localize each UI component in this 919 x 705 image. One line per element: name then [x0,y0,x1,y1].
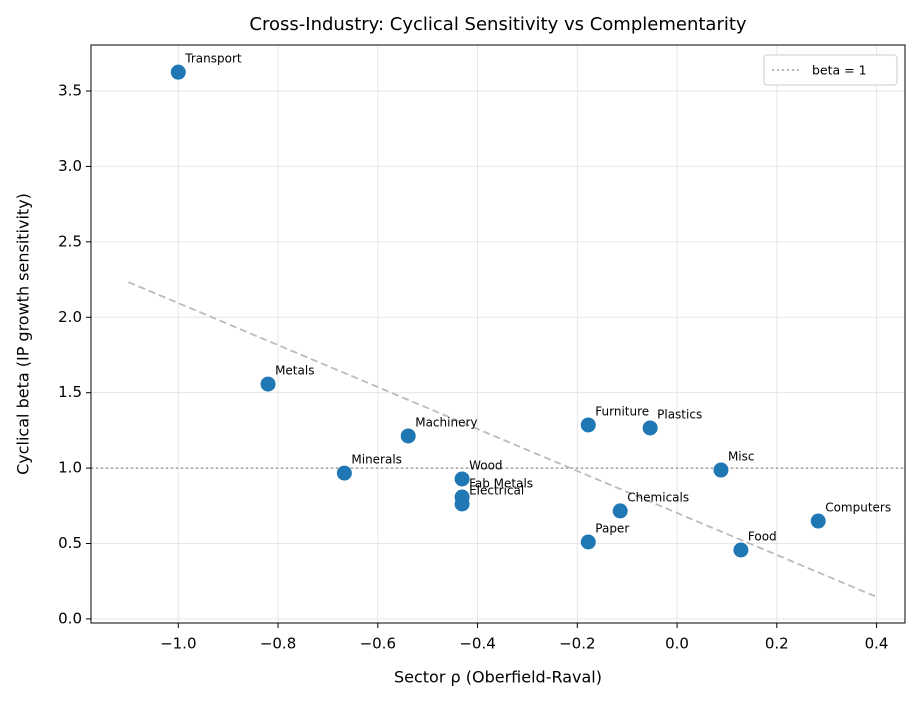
point-label: Food [748,529,777,543]
point-label: Metals [275,364,314,378]
point-label: Electrical [469,483,524,497]
x-tick-label: −0.8 [260,635,296,653]
point [170,64,186,80]
chart-title: Cross-Industry: Cyclical Sensitivity vs … [249,14,746,35]
y-tick-label: 0.0 [58,609,82,627]
y-axis-label: Cyclical beta (IP growth sensitivity) [14,193,33,475]
point [642,420,658,436]
point [612,503,628,519]
point [454,471,470,487]
point-label: Misc [728,450,755,464]
point-label: Paper [595,522,629,536]
point [260,376,276,392]
x-tick-label: −0.4 [459,635,495,653]
point-label: Transport [184,52,242,66]
axes-frame [90,44,906,624]
legend-box [763,54,898,86]
y-tick-label: 1.0 [58,459,82,477]
point [454,496,470,512]
y-tick-label: 2.0 [58,308,82,326]
point [733,542,749,558]
point-label: Chemicals [627,490,689,504]
point-label: Plastics [657,407,702,421]
point-label: Furniture [595,404,649,418]
trend-line [128,281,877,598]
point-label: Fab Metals [469,477,533,491]
y-tick-label: 3.5 [58,82,82,100]
x-tick-label: 0.2 [765,635,789,653]
point-label: Machinery [415,415,477,429]
x-axis-label: Sector ρ (Oberfield-Raval) [394,668,602,687]
point-label: Wood [469,458,502,472]
x-tick-label: 0.4 [865,635,889,653]
y-tick-label: 2.5 [58,232,82,250]
x-tick-label: −1.0 [160,635,196,653]
point [336,465,352,481]
point-label: Computers [825,501,891,515]
y-tick-label: 1.5 [58,383,82,401]
y-tick-label: 0.5 [58,534,82,552]
point [713,462,729,478]
legend-label: beta = 1 [812,63,867,78]
x-tick-label: 0.0 [665,635,689,653]
point [400,428,416,444]
point [580,534,596,550]
point [810,513,826,529]
point-label: Minerals [351,453,402,467]
x-tick-label: −0.2 [559,635,595,653]
point [580,417,596,433]
x-tick-label: −0.6 [360,635,396,653]
y-tick-label: 3.0 [58,157,82,175]
